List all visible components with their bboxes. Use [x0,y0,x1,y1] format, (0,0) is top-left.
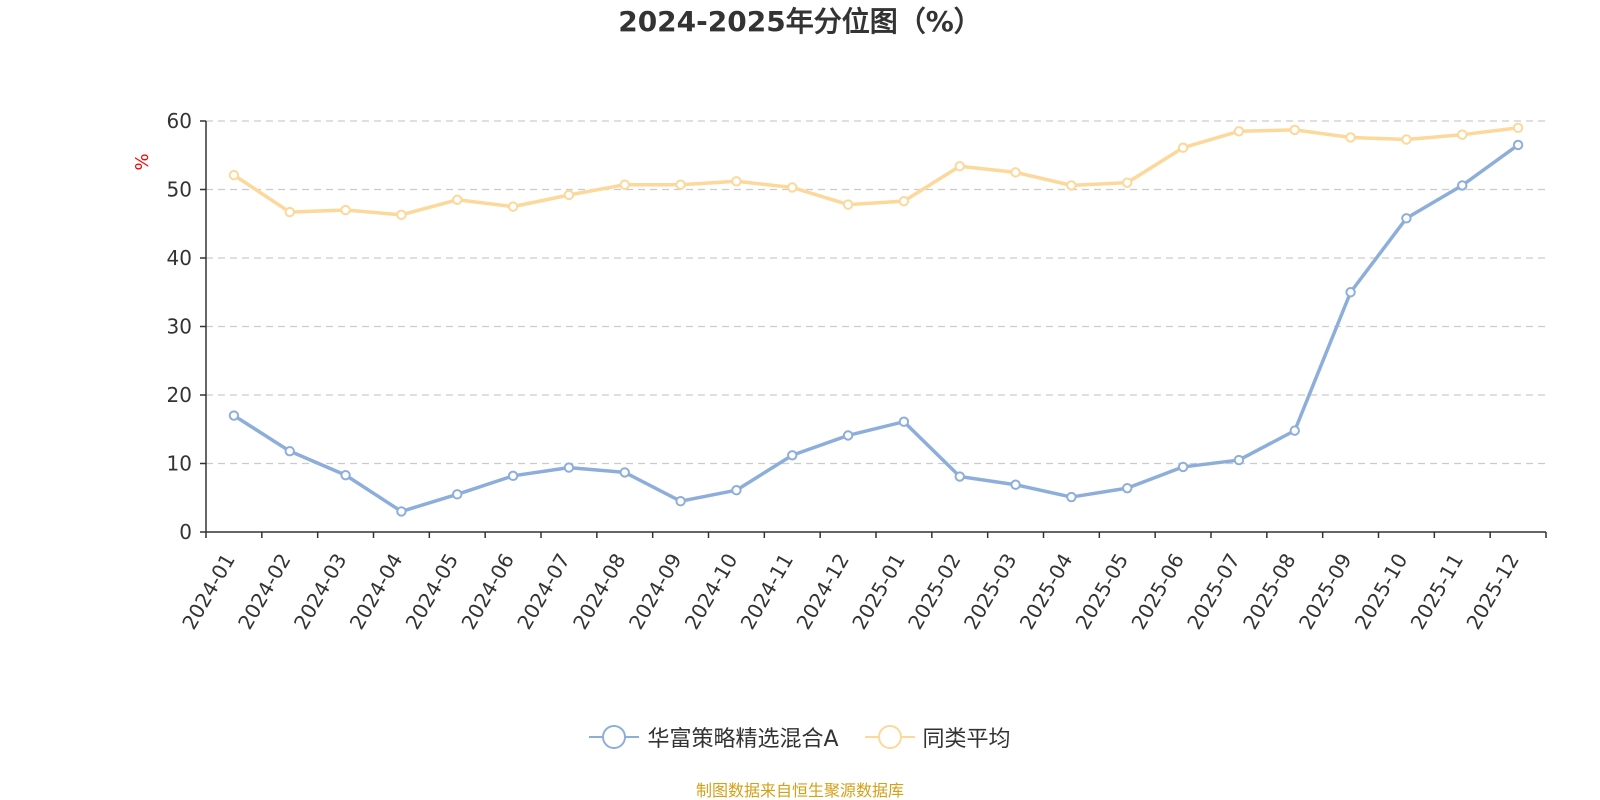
x-tick-label-2025-05: 2025-05 [1071,549,1134,633]
data-point-1-2024-03[interactable] [340,204,351,216]
data-point-1-2024-10[interactable] [731,176,742,187]
x-tick-label-2024-12: 2024-12 [791,549,854,633]
data-point-1-2025-11[interactable] [1457,129,1468,140]
x-tick-label-2024-01: 2024-01 [177,549,240,633]
grid-lines [206,120,1546,465]
x-tick-label-2025-10: 2025-10 [1350,549,1413,633]
data-point-1-2024-06[interactable] [507,201,519,212]
data-point-1-2024-07[interactable] [563,189,575,201]
data-point-0-2025-02[interactable] [954,471,965,482]
x-tick-label-2024-03: 2024-03 [289,549,352,633]
y-tick-label-40: 40 [167,246,192,270]
legend-label-peer-average: 同类平均 [922,727,1011,752]
legend-item-peer-average[interactable]: 同类平均 [864,721,1011,753]
data-point-0-2024-10[interactable] [731,485,742,496]
y-tick-label-50: 50 [167,178,192,202]
data-point-0-2025-05[interactable] [1122,482,1133,494]
data-point-1-2025-03[interactable] [1010,167,1021,178]
data-point-0-2025-11[interactable] [1457,180,1468,191]
legend-swatch-fund-icon [589,725,640,749]
y-tick-label-10: 10 [167,452,192,476]
x-tick-label-2024-04: 2024-04 [345,549,408,633]
data-point-1-2024-02[interactable] [284,206,295,218]
data-point-0-2024-07[interactable] [563,462,575,473]
series-0 [228,139,1524,517]
data-point-1-2025-05[interactable] [1122,177,1133,188]
data-point-0-2024-08[interactable] [619,467,630,478]
data-point-0-2025-08[interactable] [1289,425,1300,436]
chart-title: 2024-2025年分位图（%） [618,5,982,38]
y-tick-label-30: 30 [167,315,192,339]
data-point-0-2025-01[interactable] [898,416,910,427]
x-tick-label-2025-02: 2025-02 [903,549,966,633]
data-point-1-2025-04[interactable] [1066,180,1077,191]
x-tick-label-2025-07: 2025-07 [1182,549,1245,633]
x-tick-label-2025-11: 2025-11 [1406,549,1469,633]
series-lines [228,122,1524,517]
legend-label-fund: 华富策略精选混合A [647,727,839,752]
data-point-0-2024-09[interactable] [675,495,686,507]
data-point-1-2024-09[interactable] [675,179,686,190]
data-point-1-2025-01[interactable] [898,195,910,207]
data-point-1-2025-09[interactable] [1345,132,1356,143]
data-point-0-2025-07[interactable] [1233,454,1245,466]
data-point-1-2025-12[interactable] [1512,122,1524,134]
axes: 01020304050602024-012024-022024-032024-0… [167,109,1547,634]
data-point-1-2025-06[interactable] [1177,142,1189,153]
x-tick-label-2024-08: 2024-08 [568,549,631,633]
data-point-0-2024-01[interactable] [228,410,240,421]
data-point-0-2024-04[interactable] [396,506,407,517]
source-note: 制图数据来自恒生聚源数据库 [695,781,904,800]
data-point-0-2025-04[interactable] [1066,491,1077,503]
data-point-0-2024-03[interactable] [340,469,351,481]
y-tick-label-60: 60 [167,109,192,133]
x-tick-label-2024-11: 2024-11 [736,549,799,633]
x-tick-label-2025-04: 2025-04 [1015,549,1078,633]
x-tick-label-2024-07: 2024-07 [512,549,575,633]
data-point-1-2024-05[interactable] [452,194,463,205]
x-tick-label-2024-09: 2024-09 [624,549,687,633]
legend-swatch-peer-average-icon [864,725,915,749]
data-point-1-2025-08[interactable] [1289,124,1300,136]
data-point-1-2025-07[interactable] [1233,126,1245,137]
legend: 华富策略精选混合A 同类平均 [0,722,1600,752]
y-axis-label: % [132,153,153,170]
x-tick-label-2025-06: 2025-06 [1126,549,1189,633]
data-point-0-2025-10[interactable] [1401,213,1412,224]
y-tick-label-0: 0 [179,520,192,544]
data-point-1-2024-04[interactable] [396,209,407,221]
data-point-1-2024-08[interactable] [619,179,630,190]
data-point-1-2025-10[interactable] [1401,134,1412,145]
data-point-0-2025-12[interactable] [1512,139,1524,151]
x-tick-label-2025-12: 2025-12 [1461,549,1524,633]
series-line-0 [232,143,1520,514]
x-tick-label-2024-05: 2024-05 [401,549,464,633]
x-tick-label-2024-10: 2024-10 [680,549,743,633]
y-tick-label-20: 20 [167,383,192,407]
data-point-0-2025-09[interactable] [1345,287,1356,298]
data-point-0-2024-12[interactable] [842,430,854,441]
data-point-0-2024-05[interactable] [452,489,463,500]
data-point-1-2024-12[interactable] [842,199,854,210]
series-1 [228,122,1524,221]
x-tick-label-2024-02: 2024-02 [233,549,296,633]
x-tick-label-2025-01: 2025-01 [847,549,910,633]
data-point-0-2024-02[interactable] [284,445,295,457]
legend-item-fund[interactable]: 华富策略精选混合A [589,721,839,753]
data-point-0-2025-06[interactable] [1177,461,1189,473]
x-tick-label-2025-08: 2025-08 [1238,549,1301,633]
data-point-0-2024-06[interactable] [507,470,519,482]
data-point-0-2025-03[interactable] [1010,479,1021,490]
data-point-1-2025-02[interactable] [954,161,965,172]
data-point-1-2024-11[interactable] [787,182,798,193]
series-line-1 [232,126,1520,217]
x-tick-label-2025-09: 2025-09 [1294,549,1357,633]
data-point-0-2024-11[interactable] [787,450,798,461]
x-tick-label-2024-06: 2024-06 [456,549,519,633]
x-tick-label-2025-03: 2025-03 [959,549,1022,633]
data-point-1-2024-01[interactable] [228,169,240,181]
